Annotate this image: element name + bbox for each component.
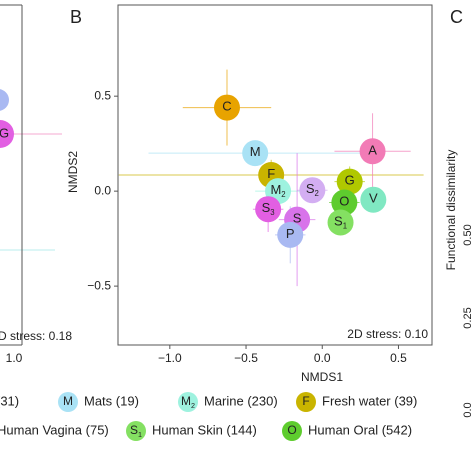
bubble-label: M2: [270, 183, 285, 200]
legend-text: Human Oral (542): [308, 422, 412, 437]
point: [331, 189, 358, 216]
right-tick: 0.50: [462, 224, 474, 245]
panel-label: C: [450, 7, 463, 27]
point: [277, 221, 304, 248]
bubble-label-text: S: [130, 423, 138, 437]
bubble-label: S1: [130, 423, 142, 439]
bubble-label: S: [293, 211, 302, 226]
bubble-label-text: G: [345, 173, 355, 188]
bubble-label: M: [63, 394, 73, 408]
legend-swatch: [296, 392, 316, 412]
point: [242, 140, 269, 167]
right-ylabel: Functional dissimilarity: [444, 150, 458, 271]
bubble-label-sub: 2: [281, 190, 285, 199]
left-tick-label: 1.0: [6, 351, 23, 365]
bubble-label-sub: 1: [343, 222, 347, 231]
bubble-label: S3: [262, 201, 275, 218]
right-tick: 0.0: [462, 402, 474, 417]
plot-frame: [117, 4, 433, 346]
x-tick-label: −0.5: [234, 351, 258, 365]
bubble-label: C: [222, 99, 231, 114]
bubble-label: V: [369, 191, 378, 206]
y-tick-label: 0.5: [94, 88, 111, 102]
legend-text: (31): [0, 393, 19, 408]
bubble-label-text: V: [369, 191, 378, 206]
legend-swatch: [126, 421, 146, 441]
point: [359, 138, 386, 165]
bubble-label-text: M: [181, 394, 191, 408]
bubble-label: O: [287, 423, 296, 437]
point: [327, 209, 354, 236]
bubble-label-sub: 2: [191, 401, 195, 410]
stress-annotation: 2D stress: 0.10: [347, 327, 428, 341]
bubble-label-sub: 2: [315, 189, 319, 198]
bubble-label: S1: [334, 214, 347, 231]
bubble-label-text: M: [63, 394, 73, 408]
point: [255, 196, 282, 223]
bubble-label: F: [267, 166, 275, 181]
left-bubble-label: G: [0, 125, 9, 140]
x-axis-label: NMDS1: [301, 370, 343, 384]
legend-swatch: [58, 392, 78, 412]
bubble-label-text: S: [334, 214, 343, 229]
bubble-label-text: C: [222, 99, 231, 114]
bubble-label: G: [345, 173, 355, 188]
bubble-label-text: P: [286, 226, 295, 241]
left-bubble: [0, 89, 9, 111]
point: [360, 186, 387, 213]
point: [336, 168, 363, 195]
bubble-label-text: M: [270, 183, 281, 198]
left-bubble: [0, 120, 14, 148]
bubble-label-text: F: [302, 394, 309, 408]
left-annotation: D stress: 0.18: [0, 329, 72, 343]
y-tick-label: 0.0: [94, 183, 111, 197]
bubble-label-text: M: [250, 145, 261, 160]
x-tick-label: 0.0: [314, 351, 331, 365]
bubble-label: F: [302, 394, 309, 408]
legend-text: Mats (19): [84, 393, 139, 408]
bubble-label-text: O: [287, 423, 296, 437]
bubble-label-text: S: [262, 201, 271, 216]
legend-swatch: [282, 421, 302, 441]
bubble-label: O: [339, 194, 349, 209]
bubble-label: A: [368, 143, 377, 158]
bubble-label-text: S: [306, 182, 315, 197]
bubble-label-sub: 3: [270, 208, 274, 217]
legend-swatch: [178, 392, 198, 412]
legend-text: Fresh water (39): [322, 393, 417, 408]
legend-text: Marine (230): [204, 393, 278, 408]
bubble-label-sub: 1: [138, 430, 142, 439]
point: [213, 94, 240, 121]
legend-text: Human Vagina (75): [0, 422, 109, 437]
x-tick-label: −1.0: [158, 351, 182, 365]
bubble-label-text: S: [293, 211, 302, 226]
panel-label: B: [70, 7, 82, 27]
bubble-label: M2: [181, 394, 195, 410]
right-tick: 0.25: [462, 307, 474, 328]
bubble-label-text: F: [267, 166, 275, 181]
legend-text: Human Skin (144): [152, 422, 257, 437]
point: [299, 177, 326, 204]
y-axis-label: NMDS2: [66, 151, 80, 193]
x-tick-label: 0.5: [390, 351, 407, 365]
bubble-label: M: [250, 145, 261, 160]
bubble-label: P: [286, 226, 295, 241]
y-tick-label: −0.5: [87, 278, 111, 292]
bubble-label-text: O: [339, 194, 349, 209]
bubble-label: S2: [306, 182, 319, 199]
bubble-label-text: A: [368, 143, 377, 158]
